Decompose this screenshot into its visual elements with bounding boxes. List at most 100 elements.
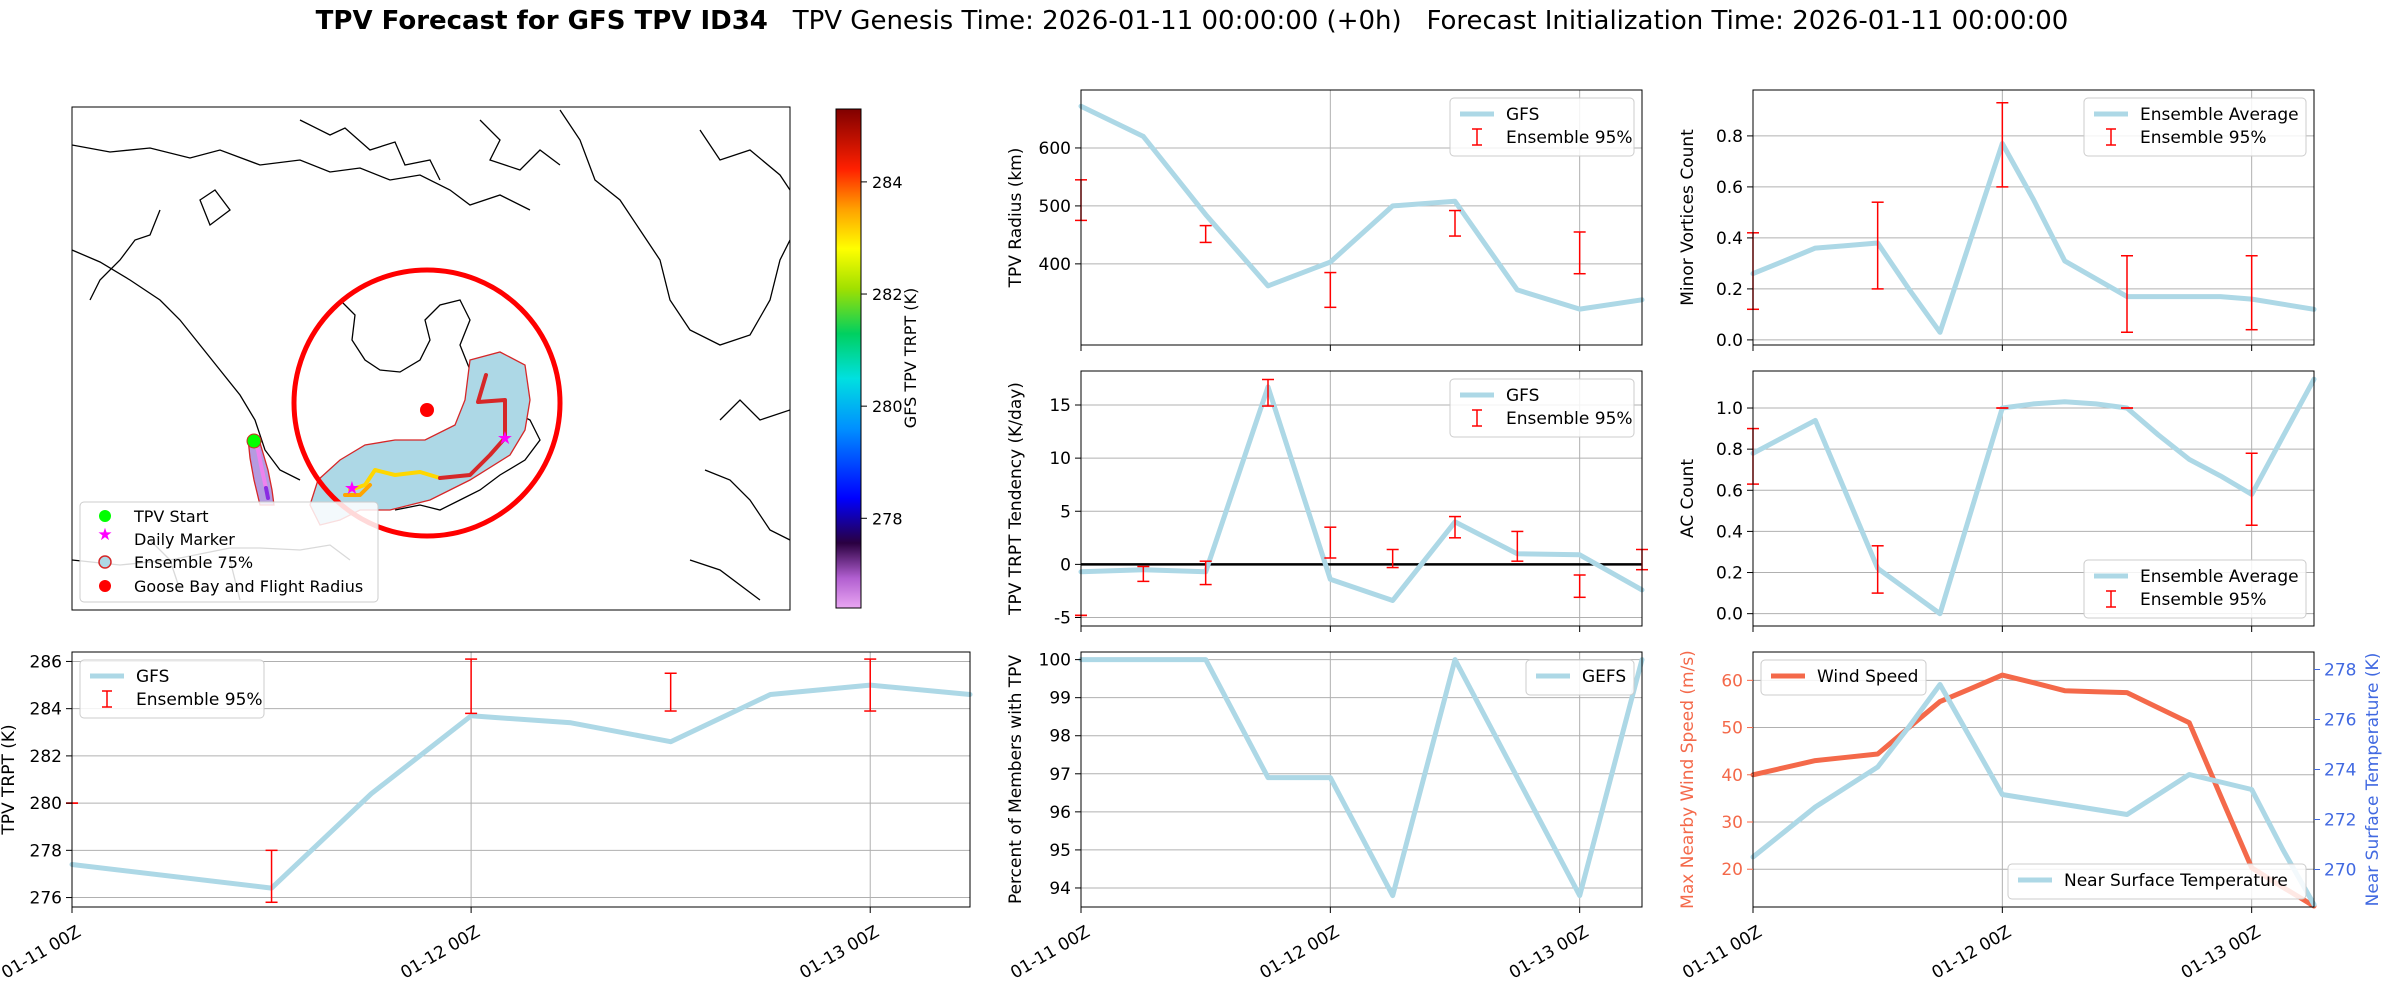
chart-trpt: 276 278 280 282 284 286 01-11 00Z 01-12 00Z 01-1… <box>0 651 973 982</box>
y-tick-label: 284 <box>30 700 62 720</box>
y-axis-label: AC Count <box>1678 459 1698 538</box>
axes-frame <box>1752 89 2315 346</box>
legend-label: GFS <box>1506 386 1539 406</box>
legend: Near Surface Temperature <box>2007 863 2307 900</box>
y-tick-label: 50 <box>1721 719 1743 739</box>
y-tick-label: 286 <box>30 652 62 672</box>
y-tick-label: 0.8 <box>1716 440 1743 460</box>
x-tick-label: 01-11 00Z <box>1679 922 1765 982</box>
map-legend: ★ TPV Start Daily Marker Ensemble 75% Go… <box>79 501 379 603</box>
legend-frame <box>1449 378 1635 438</box>
y-tick-label: 282 <box>30 747 62 767</box>
coastline-north <box>72 144 531 211</box>
y-axis-label: Minor Vortices Count <box>1678 129 1698 306</box>
y-tick-label: 0.0 <box>1716 605 1743 625</box>
y2-tick-label: 276 <box>2324 711 2356 731</box>
y-tick-label: 20 <box>1721 860 1743 880</box>
y-tick-label: 0.2 <box>1716 564 1743 584</box>
legend-label: Ensemble Average <box>2140 105 2299 125</box>
title-genesis: TPV Genesis Time: 2026-01-11 00:00:00 (+… <box>792 6 1402 36</box>
x-tick-label: 01-11 00Z <box>1007 922 1093 982</box>
y2-axis-label: Near Surface Temperature (K) <box>2363 653 2383 907</box>
y-tick-label: 0.4 <box>1716 229 1743 249</box>
axes-frame <box>71 651 971 908</box>
legend: GFS Ensemble 95% <box>1449 97 1635 157</box>
legend: Ensemble Average Ensemble 95% <box>2083 559 2307 619</box>
tpv-start-marker <box>246 433 262 449</box>
legend-label: GEFS <box>1582 667 1626 687</box>
legend-label: Ensemble 95% <box>1506 128 1633 148</box>
legend: GEFS <box>1525 659 1635 696</box>
legend-frame <box>1449 97 1635 157</box>
daily-marker-2: ★ <box>497 428 513 449</box>
goose-bay-marker <box>420 403 434 417</box>
map-legend-ensemble: Ensemble 75% <box>134 553 253 572</box>
colorbar-tick-label: 278 <box>872 509 903 528</box>
y-tick-label: 0 <box>1060 555 1071 575</box>
y-tick-label: 0.8 <box>1716 127 1743 147</box>
colorbar-tick-label: 284 <box>872 173 903 192</box>
axes-frame <box>1752 370 2315 627</box>
y-axis-label: Percent of Members with TPV <box>1006 655 1026 904</box>
chart-tendency: -5 0 5 10 15 TPV TRPT Tendency (K/day) GFS Ense… <box>1006 370 1648 632</box>
coastline-greenland <box>559 109 790 346</box>
x-tick-label: 01-12 00Z <box>1929 922 2015 982</box>
y-tick-label: 40 <box>1721 766 1743 786</box>
legend-frame <box>79 659 265 719</box>
y-tick-label: 5 <box>1060 502 1071 522</box>
colorbar-tick-label: 280 <box>872 397 903 416</box>
y2-tick-label: 272 <box>2324 811 2356 831</box>
daily-marker-1: ★ <box>344 478 360 499</box>
chart-wind: 20 30 40 50 60 270 272 274 276 278 Near Surface Te… <box>1678 650 2383 982</box>
legend-label: GFS <box>1506 105 1539 125</box>
track-map: ★ ★ ★ TPV Start Daily Marker Ensemble 75… <box>71 106 920 611</box>
coastline-europe <box>689 129 790 601</box>
track-segment-orange <box>343 483 372 497</box>
y-tick-label: 15 <box>1049 396 1071 416</box>
legend-label: Ensemble Average <box>2140 567 2299 587</box>
legend-label: Ensemble 95% <box>136 690 263 710</box>
colorbar-tick-label: 282 <box>872 285 903 304</box>
axes-frame <box>1080 651 1643 908</box>
colorbar-gradient <box>835 108 862 609</box>
map-legend-daily-marker: Daily Marker <box>134 530 235 549</box>
y-tick-label: 280 <box>30 794 62 814</box>
y2-tick-label: 274 <box>2324 761 2356 781</box>
y-tick-label: 0.6 <box>1716 481 1743 501</box>
y-tick-label: 276 <box>30 889 62 909</box>
track-segment-red <box>438 373 507 480</box>
x-tick-label: 01-12 00Z <box>1257 922 1343 982</box>
series-line-ensemble-average <box>1750 376 2317 617</box>
legend-label: Ensemble 95% <box>2140 590 2267 610</box>
map-legend-goose-bay: Goose Bay and Flight Radius <box>134 577 363 596</box>
y-tick-label: 10 <box>1049 449 1071 469</box>
series-line-gfs <box>69 682 973 891</box>
chart-ac: 0.0 0.2 0.4 0.6 0.8 1.0 AC Count Ensemble Avera… <box>1678 370 2317 632</box>
legend: GFS Ensemble 95% <box>79 659 265 719</box>
y-tick-label: 600 <box>1039 139 1071 159</box>
y2-tick-label: 270 <box>2324 861 2356 881</box>
y-axis-label: TPV TRPT Tendency (K/day) <box>1006 382 1026 616</box>
x-tick-label: 01-11 00Z <box>0 922 85 982</box>
series-line-gfs <box>1078 384 1645 603</box>
y-tick-label: 400 <box>1039 255 1071 275</box>
title-main: TPV Forecast for GFS TPV ID34 <box>315 6 768 36</box>
svg-text:★: ★ <box>97 525 112 545</box>
legend-label: GFS <box>136 667 169 687</box>
y-axis-label: TPV TRPT (K) <box>0 724 19 835</box>
legend: GFS Ensemble 95% <box>1449 378 1635 438</box>
colorbar: 278 280 282 284 GFS TPV TRPT (K) <box>835 108 920 609</box>
x-tick-label: 01-12 00Z <box>397 922 483 982</box>
y-tick-label: 0.0 <box>1716 331 1743 351</box>
y-tick-label: 0.2 <box>1716 280 1743 300</box>
y-tick-label: 0.6 <box>1716 178 1743 198</box>
track-segment-mid <box>264 486 270 500</box>
y-tick-label: 60 <box>1721 671 1743 691</box>
chart-members: 94 95 96 97 98 99 100 01-11 00Z 01-12 00Z 01-13 0… <box>1006 651 1645 982</box>
legend-frame <box>1525 659 1635 696</box>
colorbar-label: GFS TPV TRPT (K) <box>901 288 920 428</box>
legend-label: Near Surface Temperature <box>2064 871 2288 891</box>
flight-radius-circle <box>291 267 563 539</box>
legend: Ensemble Average Ensemble 95% <box>2083 97 2307 157</box>
